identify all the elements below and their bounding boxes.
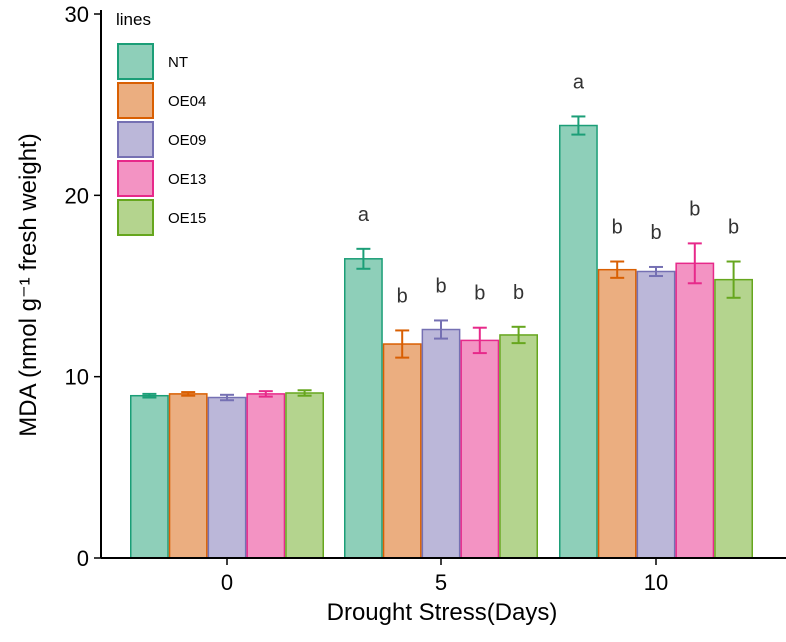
bar-NT-day-0 [130, 394, 169, 559]
error-bar-OE04-day-5 [395, 329, 410, 359]
legend-swatch [117, 199, 154, 236]
legend-item-OE15: OE15 [117, 199, 206, 236]
bar-OE04-day-10 [597, 268, 637, 559]
bar-OE13-day-5 [460, 339, 500, 559]
legend-item-OE13: OE13 [117, 160, 206, 197]
significance-label: b [435, 275, 446, 297]
bar-OE15-day-0 [285, 392, 325, 559]
axes-layer: 0 5 10 0 10 20 30 [65, 2, 786, 595]
error-bar-NT-day-0 [142, 392, 157, 399]
bar-NT-day-5 [344, 258, 383, 559]
error-bar-OE04-day-0 [181, 391, 196, 397]
y-tick-label: 20 [65, 183, 89, 208]
bar-OE04-day-0 [168, 393, 208, 559]
error-bar-OE15-day-5 [511, 325, 526, 345]
bar-OE15-day-10 [714, 278, 754, 559]
error-bar-NT-day-5 [356, 247, 371, 270]
significance-label: b [689, 198, 700, 220]
bar-OE04-day-5 [382, 343, 422, 559]
y-tick-label: 10 [65, 365, 89, 390]
legend: lines NT OE04 OE09 OE13 OE15 [116, 10, 206, 236]
x-axis-label: Drought Stress(Days) [327, 599, 558, 626]
legend-label: OE15 [168, 210, 206, 227]
significance-label: b [650, 222, 661, 244]
significance-label: b [728, 217, 739, 239]
bars-layer: a b b b b a b b b b [130, 71, 754, 559]
x-tick-label: 0 [221, 570, 233, 595]
bar-OE13-day-0 [246, 393, 286, 559]
legend-label: NT [168, 54, 188, 71]
bar-OE13-day-10 [675, 262, 715, 559]
legend-swatch [117, 82, 154, 119]
error-bar-OE09-day-5 [434, 319, 448, 340]
legend-item-NT: NT [117, 43, 188, 80]
y-axis-label: MDA (nmol g⁻¹ fresh weight) [15, 133, 42, 436]
bar-OE09-day-5 [421, 328, 461, 559]
error-bar-OE09-day-10 [649, 265, 663, 278]
error-bar-OE15-day-10 [726, 260, 741, 299]
legend-label: OE09 [168, 132, 206, 149]
legend-item-OE09: OE09 [117, 121, 206, 158]
error-bar-NT-day-10 [571, 115, 586, 136]
legend-label: OE04 [168, 93, 206, 110]
error-bar-OE13-day-5 [472, 326, 487, 355]
significance-label: a [358, 204, 370, 226]
x-tick-label: 5 [435, 570, 447, 595]
significance-label: b [513, 282, 524, 304]
significance-label: b [612, 217, 623, 239]
bar-NT-day-10 [559, 124, 598, 559]
legend-item-OE04: OE04 [117, 82, 206, 119]
legend-swatch [117, 160, 154, 197]
bar-OE15-day-5 [499, 334, 539, 559]
bar-OE09-day-10 [636, 270, 676, 559]
significance-label: a [573, 71, 585, 93]
error-bar-OE04-day-10 [610, 260, 625, 279]
x-tick-label: 10 [644, 570, 668, 595]
legend-swatch [117, 43, 154, 80]
legend-title: lines [116, 10, 151, 29]
significance-label: b [397, 285, 408, 307]
bar-OE09-day-0 [207, 396, 247, 559]
error-bar-OE15-day-0 [297, 389, 312, 397]
significance-label: b [474, 283, 485, 305]
legend-label: OE13 [168, 171, 206, 188]
error-bar-OE09-day-0 [220, 393, 234, 402]
y-tick-label: 0 [77, 546, 89, 571]
legend-swatch [117, 121, 154, 158]
error-bar-OE13-day-0 [258, 390, 273, 398]
y-tick-label: 30 [65, 2, 89, 27]
error-bar-OE13-day-10 [687, 242, 702, 285]
